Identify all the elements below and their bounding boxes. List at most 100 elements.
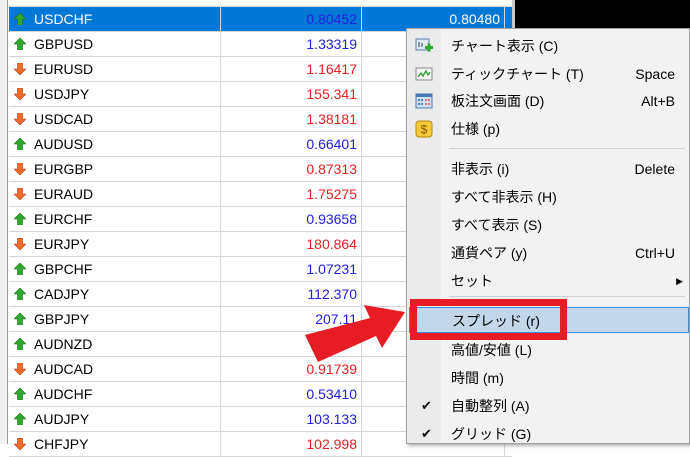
symbol-cell: GBPJPY [9,307,221,331]
checkmark-icon: ✔ [421,426,432,441]
bid-cell: 207.11 [221,307,362,331]
red-arrow-annotation [305,305,405,362]
table-row[interactable]: EURUSD 1.16417 [9,57,512,82]
symbol-cell: EURGBP [9,157,221,181]
new-chart-icon [415,38,433,52]
bid-cell: 0.91739 [221,357,362,381]
table-row[interactable]: GBPCHF 1.07231 [9,257,512,282]
table-row[interactable]: AUDJPY 103.133 [9,407,512,432]
bid-cell: 1.07231 [221,257,362,281]
table-row[interactable]: EURGBP 0.87313 [9,157,512,182]
bid-cell: 1.33319 [221,32,362,56]
arrow-down-icon [14,163,26,175]
table-row[interactable]: GBPUSD 1.33319 [9,32,512,57]
table-row[interactable]: AUDCHF 0.53410 [9,382,512,407]
symbol-cell: CADJPY [9,282,221,306]
bid-cell: 155.341 [221,82,362,106]
panel-left-border [0,0,8,444]
symbol-cell: EURUSD [9,57,221,81]
symbol-name: GBPCHF [34,261,93,277]
menu-item[interactable]: すべて非表示 (H) [409,184,689,210]
table-row[interactable]: GBPJPY 207.11 [9,307,512,332]
menu-item-shortcut: Space [635,66,675,82]
arrow-down-icon [14,438,26,450]
table-header [9,0,512,7]
menu-item-label: 板注文画面 (D) [451,93,545,109]
symbol-name: AUDCHF [34,386,93,402]
menu-item-shortcut: Delete [634,161,675,177]
table-row[interactable]: USDJPY 155.341 [9,82,512,107]
symbol-name: EURCHF [34,211,93,227]
table-row[interactable]: EURJPY 180.864 [9,232,512,257]
arrow-down-icon [14,188,26,200]
symbol-cell: GBPUSD [9,32,221,56]
specification-dollar-icon: $ [415,120,433,138]
menu-item[interactable]: セット ▶ [409,268,689,294]
arrow-down-icon [14,363,26,375]
symbol-name: EURGBP [34,161,94,177]
bid-cell: 1.16417 [221,57,362,81]
menu-item[interactable]: チャート表示 (C) [409,33,689,59]
menu-item-shortcut: Alt+B [641,93,675,109]
chart-window[interactable] [512,0,690,30]
arrow-down-icon [14,238,26,250]
menu-separator [449,148,685,149]
menu-item[interactable]: 高値/安値 (L) [409,337,689,363]
menu-item[interactable]: $ 仕様 (p) [409,116,689,142]
table-row[interactable]: CADJPY 112.370 [9,282,512,307]
bid-cell: 103.133 [221,407,362,431]
table-row[interactable]: USDCAD 1.38181 [9,107,512,132]
symbol-cell: CHFJPY [9,432,221,456]
table-row[interactable]: AUDCAD 0.91739 [9,357,512,382]
depth-of-market-icon [415,93,433,109]
menu-item-label: すべて表示 (S) [451,217,543,233]
symbol-cell: AUDCAD [9,357,221,381]
menu-item-label: グリッド (G) [451,426,532,442]
arrow-up-icon [14,313,26,325]
table-row[interactable]: AUDUSD 0.66401 [9,132,512,157]
symbol-name: AUDCAD [34,361,94,377]
symbol-cell: EURJPY [9,232,221,256]
arrow-down-icon [14,63,26,75]
symbol-cell: EURCHF [9,207,221,231]
symbol-cell: AUDUSD [9,132,221,156]
symbol-name: EURJPY [34,236,90,252]
menu-item[interactable]: 板注文画面 (D) Alt+B [409,88,689,114]
menu-item-shortcut: Ctrl+U [634,245,675,261]
checkmark-icon: ✔ [421,398,432,413]
menu-item[interactable]: ✔ グリッド (G) [409,421,689,447]
submenu-arrow-icon: ▶ [676,276,683,286]
svg-text:$: $ [421,123,428,137]
arrow-up-icon [14,413,26,425]
menu-item-label: セット [451,273,493,289]
arrow-up-icon [14,138,26,150]
menu-separator [449,296,685,297]
menu-item[interactable]: 通貨ペア (y) Ctrl+U [409,240,689,266]
arrow-up-icon [14,388,26,400]
symbol-name: GBPJPY [34,311,90,327]
menu-item[interactable]: すべて表示 (S) [409,212,689,238]
bid-cell: 180.864 [221,232,362,256]
table-row[interactable]: EURAUD 1.75275 [9,182,512,207]
menu-item[interactable]: ティックチャート (T) Space [409,61,689,87]
table-row[interactable]: EURCHF 0.93658 [9,207,512,232]
menu-item[interactable]: ✔ 自動整列 (A) [409,393,689,419]
bid-cell: 1.38181 [221,107,362,131]
symbol-cell: AUDJPY [9,407,221,431]
symbol-cell: AUDCHF [9,382,221,406]
symbol-name: EURUSD [34,61,94,77]
bid-cell: 1.75275 [221,182,362,206]
bid-cell: 0.66401 [221,132,362,156]
menu-item[interactable]: 時間 (m) [409,365,689,391]
highlight-box [410,299,567,340]
arrow-up-icon [14,263,26,275]
menu-item-label: 時間 (m) [451,370,504,386]
menu-item[interactable]: スプレッド (r) [409,307,689,333]
symbol-cell: GBPCHF [9,257,221,281]
ask-cell: 0.80480 [362,7,505,31]
menu-item[interactable]: 非表示 (i) Delete [409,156,689,182]
symbol-name: USDCAD [34,111,94,127]
table-row[interactable]: USDCHF 0.80452 0.80480 [9,7,512,32]
symbol-name: AUDJPY [34,411,90,427]
symbol-name: USDCHF [34,11,93,27]
